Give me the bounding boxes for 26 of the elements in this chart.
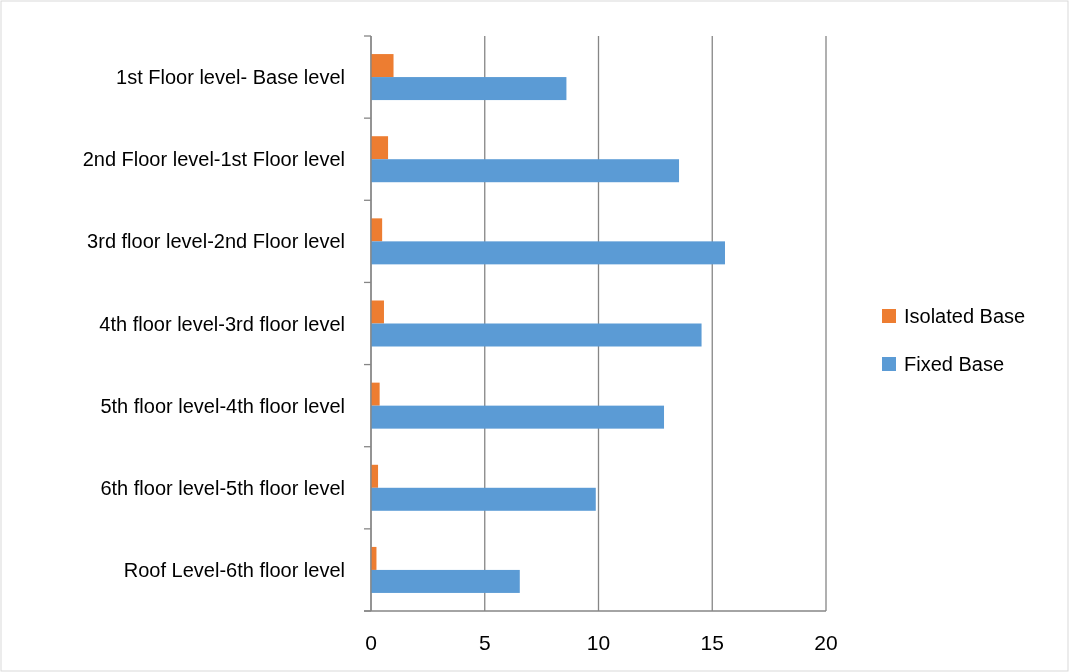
y-tick-label: 1st Floor level- Base level xyxy=(116,66,345,89)
bar xyxy=(371,54,394,78)
bar xyxy=(371,77,567,101)
y-tick-label: 3rd floor level-2nd Floor level xyxy=(87,230,345,253)
bar xyxy=(371,218,383,242)
x-tick-label: 10 xyxy=(586,631,611,654)
bar xyxy=(371,323,702,347)
bar xyxy=(371,569,520,593)
y-tick-label: 4th floor level-3rd floor level xyxy=(99,312,345,335)
y-tick-label: Roof Level-6th floor level xyxy=(123,558,345,581)
x-tick-label: 15 xyxy=(700,631,724,654)
bar xyxy=(371,382,380,406)
x-tick-label: 0 xyxy=(365,631,377,654)
bar xyxy=(371,136,389,160)
bar xyxy=(371,487,596,511)
x-tick-label: 5 xyxy=(478,631,491,654)
legend-label: Fixed Base xyxy=(904,353,1005,375)
bar xyxy=(371,405,665,429)
y-tick-label: 6th floor level-5th floor level xyxy=(100,476,345,499)
y-tick-label: 2nd Floor level-1st Floor level xyxy=(82,148,345,171)
x-tick-label: 20 xyxy=(814,631,838,654)
bar xyxy=(371,159,680,183)
legend-label: Isolated Base xyxy=(904,305,1026,327)
y-tick-label: 5th floor level-4th floor level xyxy=(100,394,345,417)
bar xyxy=(371,300,384,324)
bar xyxy=(371,241,725,265)
